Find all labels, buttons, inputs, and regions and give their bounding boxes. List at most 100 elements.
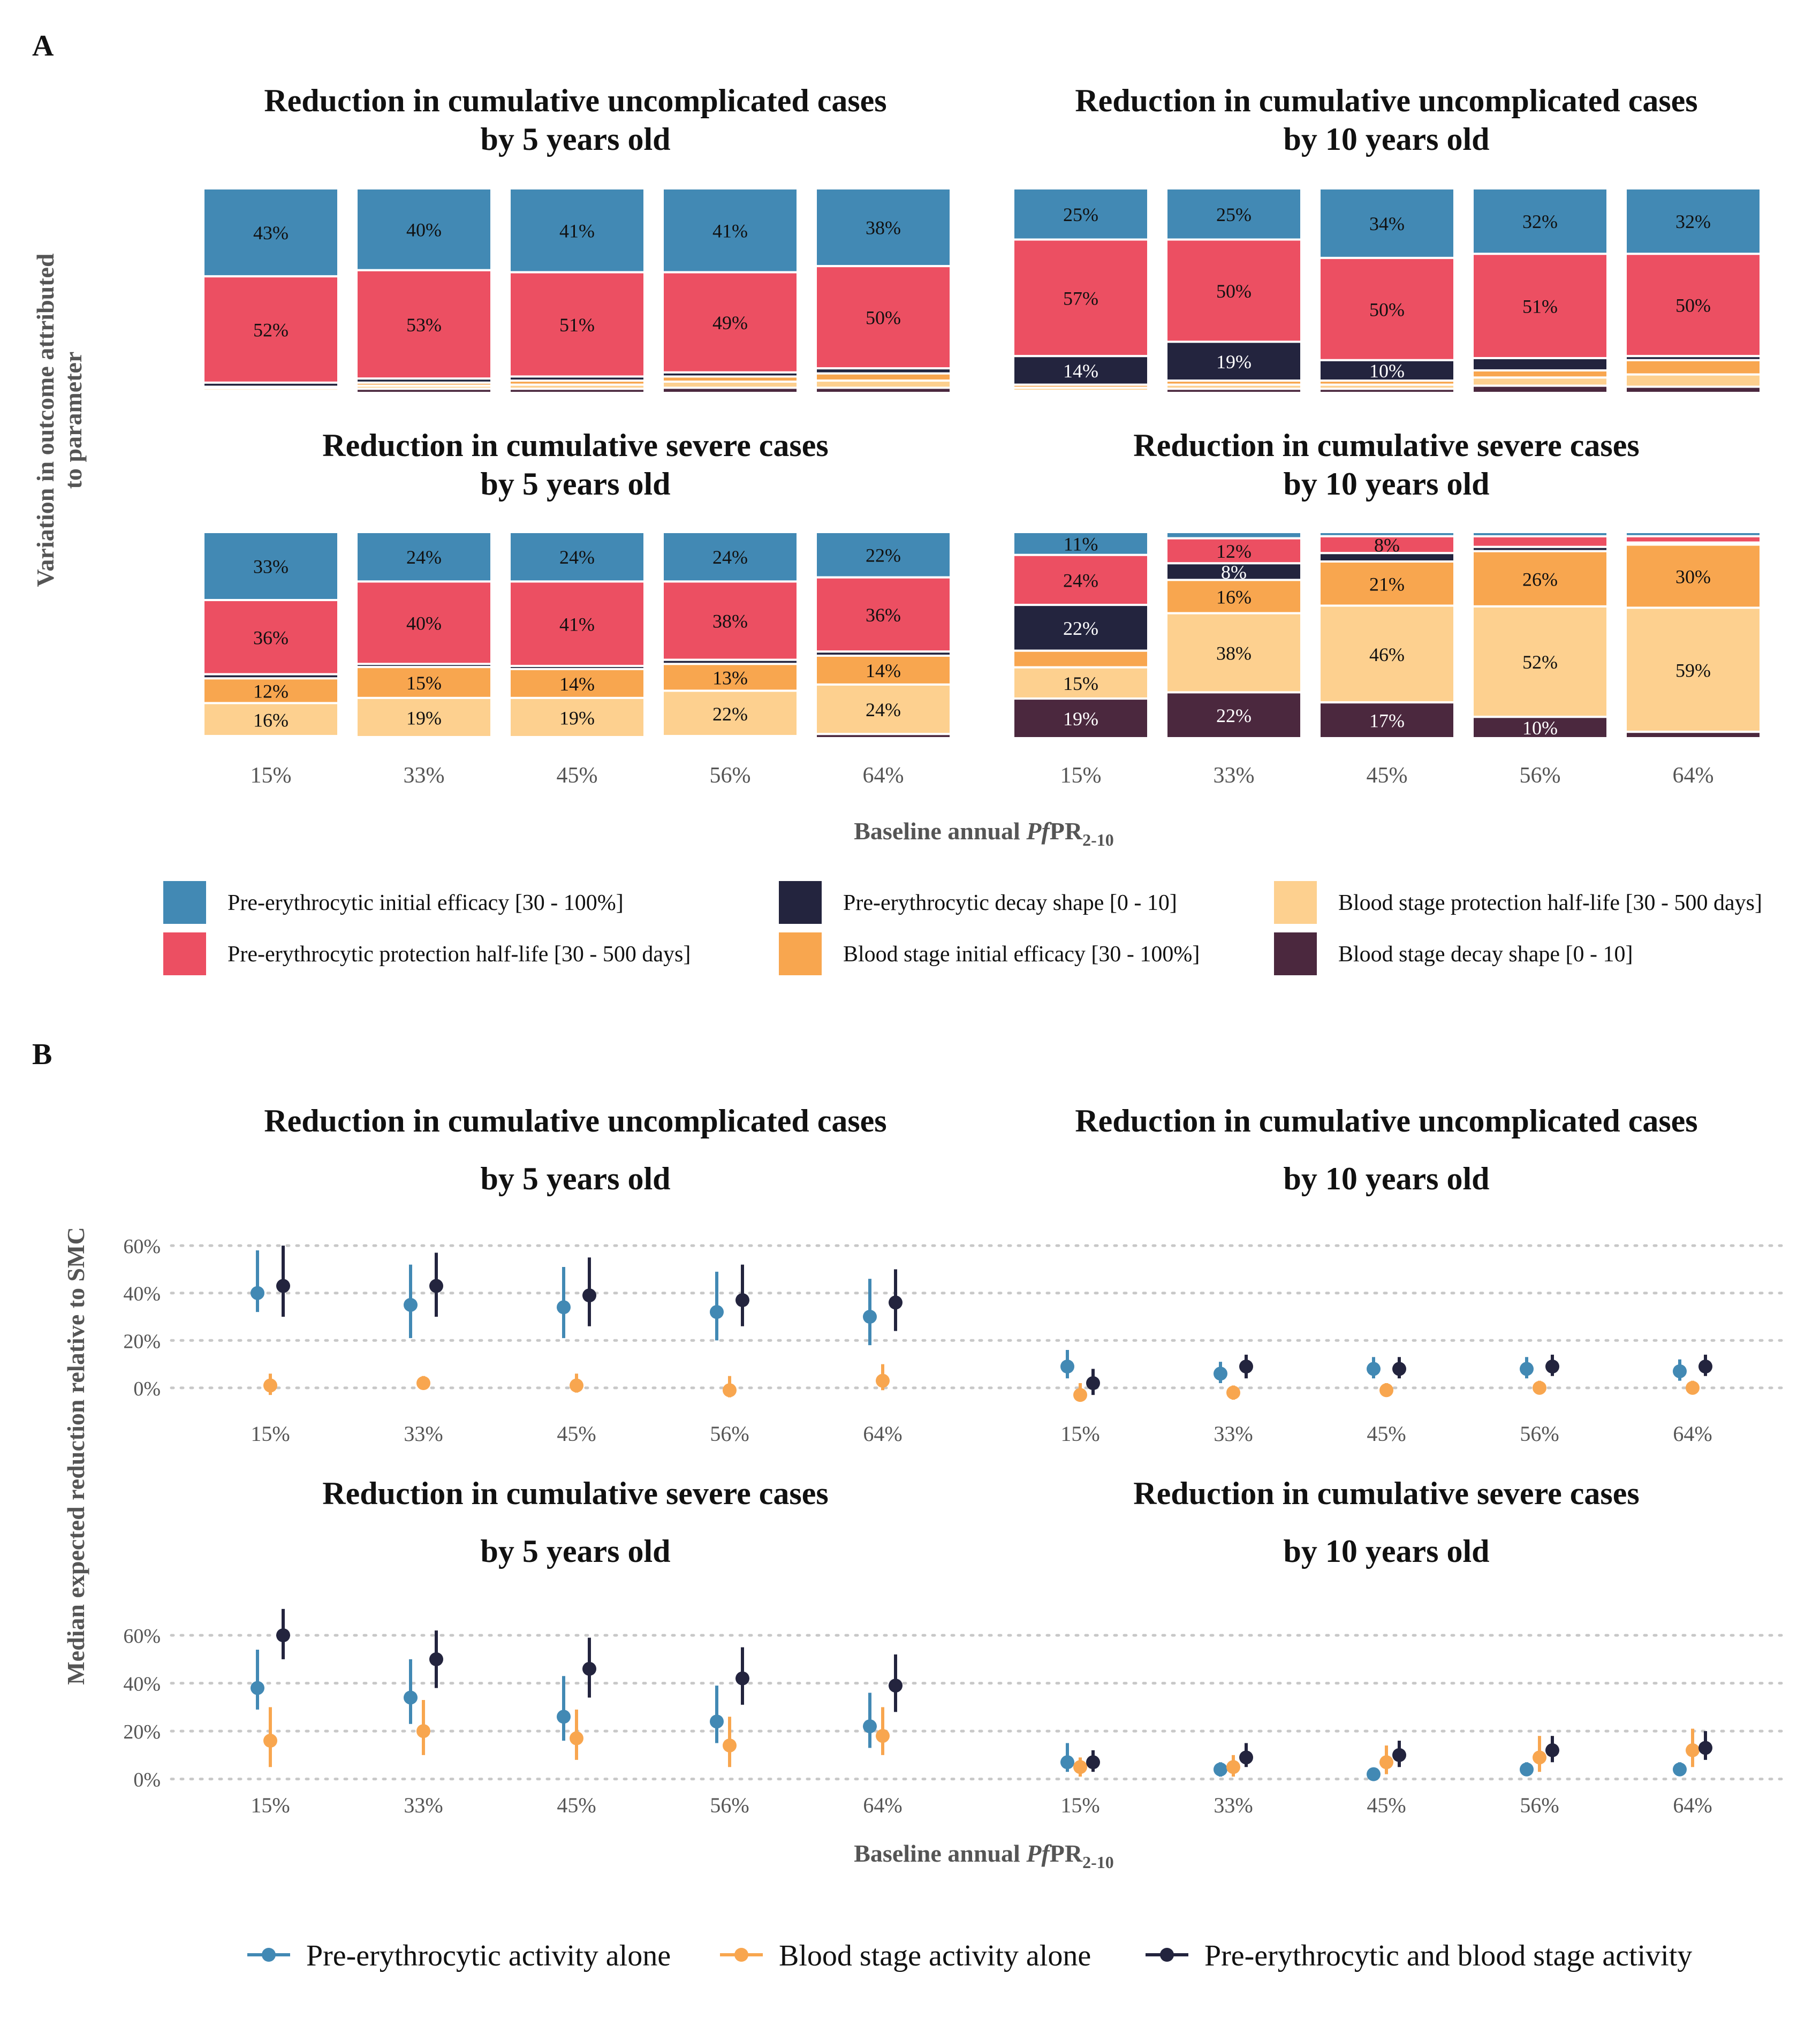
bar-segment-pe_half: [355, 580, 492, 665]
bar-segment-bs_half: [1012, 666, 1149, 700]
point-b_pe: [1367, 1362, 1381, 1376]
x-tick-label: 33%: [1214, 763, 1255, 788]
point-b_pe: [557, 1710, 571, 1724]
legend-label: Pre-erythrocytic and blood stage activit…: [1204, 1939, 1692, 1972]
interval-chart-2: Reduction in cumulative uncomplicated ca…: [978, 1103, 1784, 1446]
bar-segment-pe_init: [1318, 187, 1455, 259]
bar-segment-pe_init: [1165, 187, 1302, 241]
x-tick-label: 45%: [1367, 1793, 1406, 1817]
bar-data-label: 25%: [1216, 204, 1252, 225]
bar-segment-pe_init: [815, 531, 952, 579]
point-b_bs: [570, 1378, 583, 1393]
y-tick-label: 0%: [133, 1378, 161, 1400]
bar-data-label: 36%: [253, 627, 289, 648]
bar-data-label: 15%: [406, 672, 442, 694]
point-b_bs: [1533, 1380, 1546, 1395]
stacked-bar-chart-1: Reduction in cumulative uncomplicated ca…: [202, 83, 952, 394]
bar-segment-pe_init: [202, 531, 339, 602]
bar-data-label: 25%: [1063, 204, 1098, 225]
chart-title-line2: by 5 years old: [480, 466, 670, 502]
bar-segment-pe_half: [509, 580, 646, 667]
bar-data-label: 16%: [1216, 587, 1252, 608]
x-tick-label: 45%: [557, 763, 598, 788]
bar-segment-bs_half: [1472, 376, 1609, 387]
legend-label: Pre-erythrocytic decay shape [0 - 10]: [843, 891, 1177, 915]
point-b_pe: [1060, 1360, 1074, 1373]
x-tick-label: 64%: [1673, 763, 1714, 788]
xlabel-prefix: Baseline annual: [854, 817, 1026, 845]
bar-data-label: 22%: [1216, 705, 1252, 726]
bar-data-label: 24%: [559, 547, 595, 568]
bar-segment-pe_shape: [1318, 359, 1455, 382]
bar-data-label: 21%: [1369, 573, 1405, 595]
bar-segment-bs_half: [1625, 606, 1762, 733]
point-b_both: [1086, 1755, 1100, 1770]
chart-title-line2: by 10 years old: [1283, 1534, 1489, 1569]
bar-segment-pe_half: [1012, 238, 1149, 358]
xlabel-sub: 2-10: [1082, 1853, 1114, 1872]
xlabel-main: PR: [1050, 1840, 1083, 1867]
bar-segment-pe_shape: [1472, 357, 1609, 371]
bar-segment-bs_init: [1625, 359, 1762, 376]
stacked-bar-chart-2: Reduction in cumulative uncomplicated ca…: [1012, 83, 1762, 394]
point-b_pe: [1367, 1767, 1381, 1781]
bar-data-label: 19%: [1063, 708, 1098, 730]
point-b_bs: [1226, 1760, 1240, 1774]
point-b_both: [582, 1288, 596, 1303]
point-b_pe: [863, 1310, 877, 1324]
bar-segment-pe_half: [202, 275, 339, 384]
xlabel-italic: Pf: [1026, 817, 1052, 845]
point-b_bs: [1073, 1388, 1087, 1402]
point-b_both: [889, 1295, 903, 1310]
bar-data-label: 26%: [1522, 568, 1558, 590]
legend-label: Pre-erythrocytic initial efficacy [30 - …: [228, 891, 624, 915]
legend-label: Blood stage initial efficacy [30 - 100%]: [843, 942, 1200, 967]
point-b_bs: [1686, 1380, 1700, 1395]
bar-segment-bs_half: [1472, 605, 1609, 718]
bar-data-label: 16%: [253, 709, 289, 731]
point-b_pe: [1520, 1762, 1534, 1777]
y-tick-label: 20%: [123, 1721, 161, 1743]
point-b_pe: [1673, 1762, 1687, 1777]
bar-segment-bs_shape: [355, 388, 492, 394]
x-tick-label: 33%: [1214, 1793, 1253, 1817]
point-b_pe: [1520, 1362, 1534, 1376]
bar-data-label: 13%: [712, 667, 748, 688]
x-tick-label: 33%: [1214, 1422, 1253, 1446]
bar-segment-bs_shape: [1625, 731, 1762, 739]
bar-segment-bs_half: [815, 683, 952, 735]
point-b_pe: [863, 1719, 877, 1734]
legend-label: Pre-erythrocytic protection half-life [3…: [228, 942, 691, 967]
point-b_bs: [1686, 1743, 1700, 1757]
bar-data-label: 30%: [1675, 566, 1711, 588]
x-tick-label: 56%: [710, 1793, 749, 1817]
x-tick-label: 15%: [251, 763, 292, 788]
point-b_both: [1239, 1750, 1253, 1765]
y-tick-label: 40%: [123, 1283, 161, 1306]
bar-segment-pe_half: [815, 265, 952, 370]
bar-segment-bs_shape: [1012, 697, 1149, 739]
x-tick-label: 45%: [557, 1793, 596, 1817]
bar-segment-bs_shape: [1318, 701, 1455, 739]
bar-segment-pe_half: [815, 576, 952, 653]
bar-data-label: 41%: [712, 220, 748, 241]
x-tick-label: 15%: [251, 1422, 290, 1446]
bar-segment-bs_shape: [1472, 716, 1609, 740]
bar-data-label: 57%: [1063, 287, 1098, 309]
point-b_bs: [416, 1724, 430, 1739]
bar-data-label: 50%: [1675, 295, 1711, 316]
point-b_both: [1239, 1360, 1253, 1373]
bar-data-label: 24%: [1063, 570, 1098, 591]
point-b_bs: [876, 1373, 890, 1388]
bar-data-label: 17%: [1369, 710, 1405, 732]
bar-segment-pe_init: [1625, 187, 1762, 255]
bar-segment-pe_half: [1318, 256, 1455, 361]
bar-data-label: 41%: [559, 220, 595, 241]
point-b_bs: [570, 1731, 583, 1745]
point-b_bs: [1226, 1385, 1240, 1400]
bar-data-label: 24%: [712, 547, 748, 568]
point-b_both: [1545, 1360, 1559, 1373]
bar-data-label: 32%: [1675, 211, 1711, 232]
chart-title-line2: by 5 years old: [480, 122, 670, 157]
